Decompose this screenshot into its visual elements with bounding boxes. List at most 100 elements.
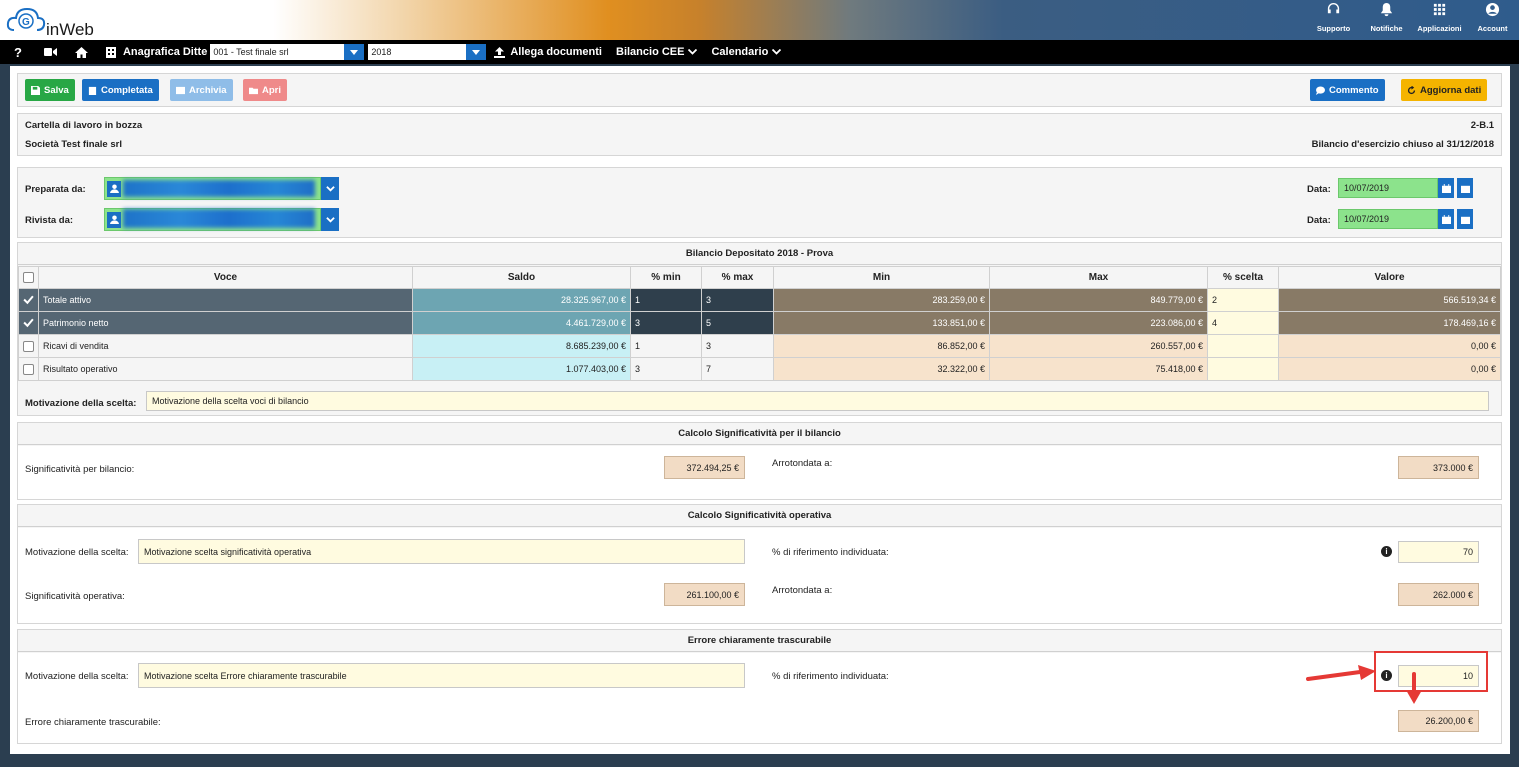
scelta-input[interactable] [1207,357,1279,381]
building-icon [105,46,116,58]
home-button[interactable] [74,46,88,58]
prepared-date-field[interactable]: 10/07/2019 [1338,178,1438,198]
help-button[interactable]: ? [14,44,22,60]
saldo-cell: 8.685.239,00 € [412,334,631,358]
select-all-checkbox[interactable] [23,271,34,283]
account-button[interactable]: Account [1466,2,1519,33]
info-icon[interactable]: i [1381,670,1392,681]
reviewed-date-field[interactable]: 10/07/2019 [1338,209,1438,229]
col-max: Max [989,266,1208,289]
pct-operativa-input[interactable]: 70 [1398,541,1479,563]
pmin-cell: 3 [630,311,702,335]
year-dropdown-button[interactable] [466,44,487,60]
document-code: 2-B.1 [1470,120,1494,131]
table-row[interactable]: Totale attivo 28.325.967,00 € 1 3 283.25… [18,288,1501,312]
scelta-input[interactable]: 4 [1207,311,1279,335]
account-label: Account [1477,24,1508,33]
reviewed-calendar-button[interactable] [1438,209,1454,229]
main-content: Salva Completata Archivia Apri Commento … [10,66,1510,754]
errore-title: Errore chiaramente trascurabile [18,630,1501,652]
pct-errore-input[interactable]: 10 [1398,665,1479,687]
check-icon[interactable] [23,294,34,305]
aggiorna-dati-button[interactable]: Aggiorna dati [1401,79,1488,101]
significativita-bilancio-text: 372.494,25 € [686,462,739,473]
pmax-cell: 5 [701,311,774,335]
notifications-button[interactable]: Notifiche [1360,2,1413,33]
scelta-input[interactable]: 2 [1207,288,1279,312]
calendario-menu[interactable]: Calendario [711,46,782,58]
reviewed-by-field[interactable] [104,208,321,231]
prepared-calendar-button[interactable] [1438,178,1454,198]
support-button[interactable]: Supporto [1307,2,1360,33]
motivazione-bilancio-input[interactable]: Motivazione della scelta voci di bilanci… [146,391,1489,411]
pmin-cell: 1 [630,334,702,358]
valore-cell: 566.519,34 € [1278,288,1501,312]
company-select[interactable]: 001 - Test finale srl [210,44,365,60]
allega-documenti-button[interactable]: Allega documenti [494,46,602,58]
archivia-label: Archivia [189,84,227,96]
video-button[interactable] [43,47,57,57]
pct-errore-label: % di riferimento individuata: [772,671,889,682]
period-text: Bilancio d'esercizio chiuso al 31/12/201… [1311,139,1494,150]
anagrafica-label: Anagrafica Ditte [122,46,208,58]
errore-trascurabile-label: Errore chiaramente trascurabile: [25,717,161,728]
scelta-input[interactable] [1207,334,1279,358]
grid-icon [1433,3,1446,16]
app-logo[interactable]: G inWeb [6,4,116,39]
bell-icon [1380,2,1393,17]
row-checkbox-cell[interactable] [18,334,39,358]
min-cell: 283.259,00 € [773,288,990,312]
select-all-cell[interactable] [18,266,39,289]
apri-button[interactable]: Apri [243,79,287,101]
row-checkbox-cell[interactable] [18,311,39,335]
motivazione-operativa-input[interactable]: Motivazione scelta significatività opera… [138,539,745,564]
headset-icon [1327,2,1340,14]
archivia-button[interactable]: Archivia [170,79,233,101]
prepared-by-field[interactable] [104,177,321,200]
svg-text:G: G [22,17,30,28]
anagrafica-menu[interactable]: Anagrafica Ditte [105,46,208,58]
completata-button[interactable]: Completata [82,79,159,101]
table-row[interactable]: Risultato operativo 1.077.403,00 € 3 7 3… [18,357,1501,381]
chevron-down-icon [688,49,698,55]
valore-cell: 0,00 € [1278,334,1501,358]
pct-operativa-value: 70 [1462,547,1473,557]
significativita-bilancio-label: Significatività per bilancio: [25,464,135,475]
row-checkbox-cell[interactable] [18,288,39,312]
table-row[interactable]: Patrimonio netto 4.461.729,00 € 3 5 133.… [18,311,1501,335]
calc-bilancio-title: Calcolo Significatività per il bilancio [18,423,1501,445]
row-checkbox[interactable] [23,340,34,352]
row-checkbox-cell[interactable] [18,357,39,381]
motivazione-errore-value: Motivazione scelta Errore chiaramente tr… [144,670,347,681]
table-header-row: Voce Saldo % min % max Min Max % scelta … [18,266,1501,289]
valore-cell: 0,00 € [1278,357,1501,381]
calc-bilancio-panel: Calcolo Significatività per il bilancio … [17,422,1502,500]
save-button[interactable]: Salva [25,79,75,101]
info-icon[interactable]: i [1381,546,1392,557]
bilancio-panel: Bilancio Depositato 2018 - Prova Voce Sa… [17,242,1502,416]
company-select-value: 001 - Test finale srl [213,47,289,57]
commento-button[interactable]: Commento [1310,79,1385,101]
row-checkbox[interactable] [23,363,34,375]
video-camera-icon [43,48,57,56]
motivazione-errore-input[interactable]: Motivazione scelta Errore chiaramente tr… [138,663,745,688]
prepared-today-button[interactable] [1457,178,1473,198]
arrotondata-operativa-label: Arrotondata a: [772,585,833,596]
calc-operativa-title: Calcolo Significatività operativa [18,505,1501,527]
prepared-by-dropdown[interactable] [321,177,339,200]
table-row[interactable]: Ricavi di vendita 8.685.239,00 € 1 3 86.… [18,334,1501,358]
pmin-cell: 1 [630,288,702,312]
check-icon[interactable] [23,317,34,328]
clipboard-check-icon [88,86,97,95]
refresh-icon [1407,85,1416,94]
company-dropdown-button[interactable] [344,44,365,60]
apps-button[interactable]: Applicazioni [1413,2,1466,33]
bilancio-cee-menu[interactable]: Bilancio CEE [616,46,698,58]
calc-operativa-panel: Calcolo Significatività operativa Motiva… [17,504,1502,624]
caret-down-icon [350,49,359,55]
reviewed-today-button[interactable] [1457,209,1473,229]
min-cell: 133.851,00 € [773,311,990,335]
reviewed-by-dropdown[interactable] [321,208,339,231]
year-select[interactable]: 2018 [368,44,487,60]
highlight-box [1374,651,1488,692]
